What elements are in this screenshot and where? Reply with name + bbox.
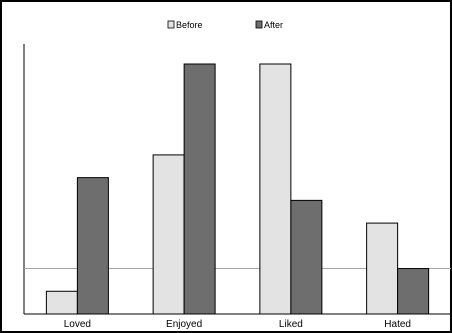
bar-before-loved xyxy=(45,290,78,315)
bar-before-hated xyxy=(366,222,399,315)
legend-label-before: Before xyxy=(176,20,203,30)
bars-layer xyxy=(45,63,430,315)
x-tick-label: Enjoyed xyxy=(166,319,202,330)
legend: Before After xyxy=(167,20,283,30)
bar-before-enjoyed xyxy=(152,154,185,315)
bar-after-liked xyxy=(290,199,323,315)
bar-after-enjoyed xyxy=(183,63,216,315)
bar-after-loved xyxy=(76,177,109,315)
legend-swatch-before xyxy=(167,20,175,29)
legend-swatch-after xyxy=(255,20,263,29)
x-axis-tick-labels: Loved Enjoyed Liked Hated xyxy=(64,319,411,330)
x-tick-label: Loved xyxy=(64,319,91,330)
x-tick-label: Liked xyxy=(279,319,303,330)
legend-label-after: After xyxy=(264,20,283,30)
x-tick-label: Hated xyxy=(384,319,411,330)
bar-before-liked xyxy=(259,63,292,315)
bar-after-hated xyxy=(397,268,430,315)
